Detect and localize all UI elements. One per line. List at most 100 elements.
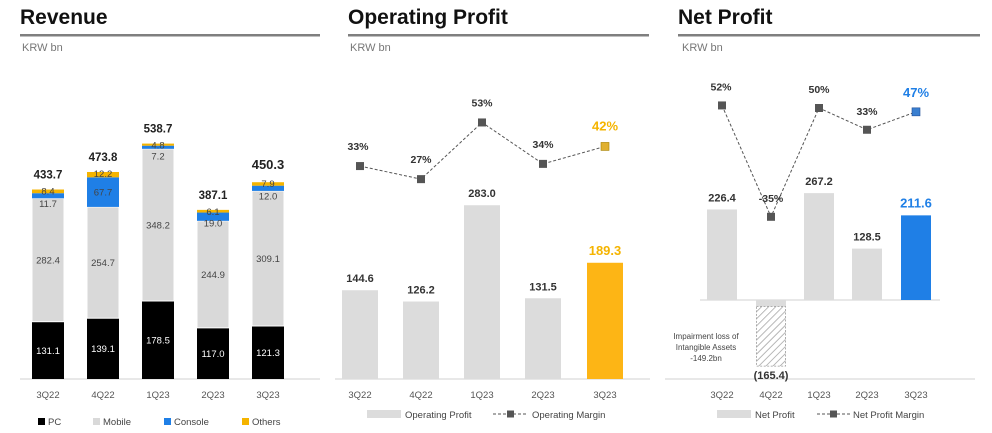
np-unit: KRW bn — [682, 42, 723, 54]
revenue-label-mobile-1q23: 348.2 — [146, 220, 170, 231]
revenue-bar-others-3q23 — [252, 182, 284, 186]
revenue-unit: KRW bn — [22, 42, 63, 54]
op-value-1q23: 283.0 — [468, 188, 496, 200]
revenue-bar-others-3q22 — [32, 189, 64, 194]
legend-om-marker — [507, 410, 514, 418]
revenue-label-mobile-4q22: 254.7 — [91, 258, 115, 269]
revenue-bar-pc-3q23 — [252, 325, 284, 379]
np-margin-label-1q23: 50% — [808, 84, 830, 96]
op-margin-label-2q23: 34% — [532, 139, 554, 151]
np-tick-3q22: 3Q22 — [710, 390, 733, 401]
operating-profit-chart: Operating Profit KRW bn 144.6126.2283.01… — [335, 6, 650, 421]
op-bar-4q22 — [403, 301, 439, 379]
revenue-bar-console-1q23 — [142, 145, 174, 149]
np-margin-markers — [718, 101, 921, 221]
np-value-3q22: 226.4 — [708, 192, 736, 204]
legend-console: Console — [174, 417, 209, 428]
revenue-label-console-4q22: 67.7 — [94, 188, 113, 199]
op-value-3q23: 189.3 — [589, 243, 622, 258]
revenue-bar-others-4q22 — [87, 171, 119, 178]
legend-mobile-swatch — [93, 418, 100, 425]
revenue-x-ticks: 3Q22 4Q22 1Q23 2Q23 3Q23 — [36, 390, 279, 401]
op-tick-3q22: 3Q22 — [348, 390, 371, 401]
revenue-label-others-3q23: 7.9 — [261, 179, 274, 190]
op-margin-label-3q22: 33% — [347, 141, 369, 153]
revenue-bar-pc-4q22 — [87, 318, 119, 379]
np-margin-label-3q23: 47% — [903, 85, 929, 100]
revenue-bar-console-3q22 — [32, 193, 64, 199]
np-title-rule — [678, 34, 980, 37]
revenue-bar-mobile-4q22 — [86, 206, 120, 319]
revenue-total-3q22: 433.7 — [34, 170, 63, 182]
op-margin-labels: 33% 27% 53% 34% 42% — [347, 97, 618, 166]
np-tick-4q22: 4Q22 — [759, 390, 782, 401]
revenue-bar-others-2q23 — [197, 209, 229, 213]
revenue-label-mobile-3q23: 309.1 — [256, 254, 280, 265]
np-bars — [707, 193, 931, 367]
revenue-bars — [31, 143, 285, 379]
revenue-bar-pc-3q22 — [32, 321, 64, 379]
op-margin-marker-1q23 — [478, 118, 486, 127]
revenue-label-pc-3q22: 131.1 — [36, 346, 60, 357]
net-profit-chart: Net Profit KRW bn 226.4 (165.4) 267.2 128.5… — [665, 6, 980, 421]
revenue-label-others-2q23: 6.1 — [206, 207, 219, 218]
np-tick-2q23: 2Q23 — [855, 390, 878, 401]
impairment-annotation: Impairment loss of Intangible Assets -149.… — [673, 332, 739, 363]
revenue-label-others-1q23: 4.8 — [151, 141, 164, 152]
op-bar-3q23 — [587, 262, 623, 379]
revenue-title: Revenue — [20, 6, 108, 29]
revenue-label-console-2q23: 19.0 — [204, 219, 223, 230]
revenue-label-console-3q22: 11.7 — [39, 199, 57, 210]
np-bar-3q22 — [707, 209, 737, 300]
revenue-label-others-3q22: 8.4 — [41, 187, 54, 198]
revenue-bar-console-4q22 — [87, 177, 119, 207]
legend-npm: Net Profit Margin — [853, 410, 924, 421]
revenue-bar-pc-2q23 — [197, 327, 229, 379]
revenue-segment-labels: 131.1 282.4 11.78.4 139.1 254.7 67.7 12.2 178.5… — [36, 141, 280, 360]
np-margin-labels: 52% -35% 50% 33% 47% — [710, 81, 929, 204]
np-margin-label-4q22: -35% — [759, 193, 784, 205]
revenue-bar-others-1q23 — [142, 143, 174, 146]
revenue-label-pc-3q23: 121.3 — [256, 348, 280, 359]
op-value-2q23: 131.5 — [529, 281, 557, 293]
legend-others-swatch — [242, 418, 249, 425]
legend-mobile: Mobile — [103, 417, 131, 428]
op-title-rule — [348, 34, 649, 37]
np-impairment-bar-4q22 — [756, 306, 786, 367]
np-value-4q22: (165.4) — [754, 370, 789, 382]
revenue-label-console-3q23: 12.0 — [259, 192, 278, 203]
np-value-labels: 226.4 (165.4) 267.2 128.5 211.6 — [708, 176, 932, 382]
np-bar-2q23 — [852, 248, 882, 300]
np-bar-3q23 — [901, 215, 931, 300]
revenue-bar-mobile-1q23 — [141, 148, 175, 302]
impairment-note-line-3: -149.2bn — [690, 354, 722, 363]
op-tick-4q22: 4Q22 — [409, 390, 432, 401]
op-bar-1q23 — [464, 205, 500, 379]
op-unit: KRW bn — [350, 42, 391, 54]
np-value-3q23: 211.6 — [900, 195, 932, 210]
revenue-total-1q23: 538.7 — [144, 124, 173, 136]
legend-om: Operating Margin — [532, 410, 605, 421]
legend-console-swatch — [164, 418, 171, 425]
op-tick-3q23: 3Q23 — [593, 390, 616, 401]
np-value-1q23: 267.2 — [805, 176, 833, 188]
revenue-label-pc-1q23: 178.5 — [146, 335, 170, 346]
revenue-bar-console-2q23 — [197, 212, 229, 221]
np-legend: Net Profit Net Profit Margin — [717, 410, 924, 421]
legend-np: Net Profit — [755, 410, 795, 421]
op-value-labels: 144.6 126.2 283.0 131.5 189.3 — [346, 188, 621, 296]
op-bar-2q23 — [525, 298, 561, 379]
revenue-bar-mobile-3q23 — [251, 190, 285, 327]
np-x-ticks: 3Q22 4Q22 1Q23 2Q23 3Q23 — [710, 390, 927, 401]
revenue-chart: Revenue KRW bn 131.1 282.4 11.78.4 139.1 254… — [20, 6, 320, 428]
revenue-tick-2q23: 2Q23 — [201, 390, 224, 401]
revenue-total-2q23: 387.1 — [199, 190, 228, 202]
op-x-ticks: 3Q22 4Q22 1Q23 2Q23 3Q23 — [348, 390, 616, 401]
np-margin-label-3q22: 52% — [710, 81, 732, 93]
op-margin-label-1q23: 53% — [471, 97, 493, 109]
op-bars — [342, 205, 623, 379]
revenue-label-console-1q23: 7.2 — [151, 152, 164, 163]
op-tick-2q23: 2Q23 — [531, 390, 554, 401]
op-margin-marker-3q23 — [600, 142, 610, 151]
